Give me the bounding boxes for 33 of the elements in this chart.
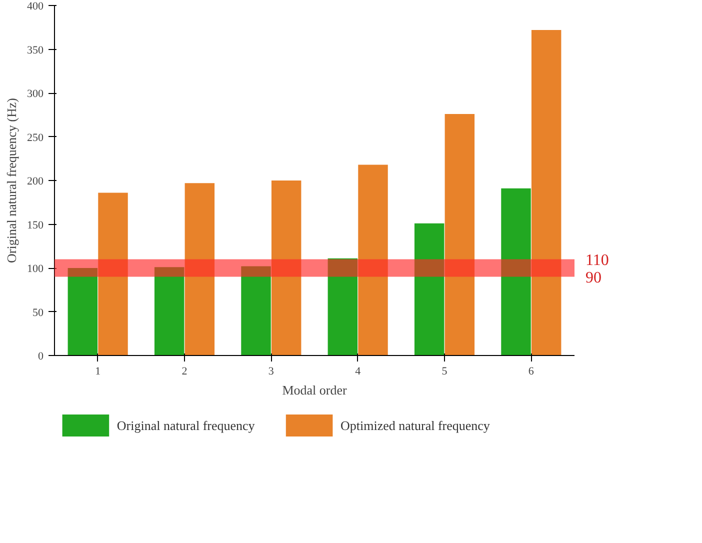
text: 110 <box>586 252 609 269</box>
legend-label: Original natural frequency <box>116 418 256 433</box>
bar <box>154 267 184 356</box>
x-tick-label: 3 <box>268 366 274 378</box>
y-tick-label: 200 <box>27 176 44 188</box>
x-axis-title: Modal order <box>282 382 348 398</box>
y-tick-label: 350 <box>27 44 44 56</box>
bar <box>501 188 531 356</box>
x-tick-label: 1 <box>95 366 101 378</box>
y-tick-label: 300 <box>27 88 44 100</box>
x-tick-label: 4 <box>355 366 362 378</box>
y-axis-title: Original natural frequency (Hz) <box>4 98 19 263</box>
x-tick-label: 5 <box>442 366 448 378</box>
y-tick-label: 250 <box>27 132 44 144</box>
bar <box>271 180 302 356</box>
y-tick-label: 50 <box>32 306 44 319</box>
bar <box>68 268 98 356</box>
bar <box>241 266 271 356</box>
bar <box>444 114 475 356</box>
x-tick-label: 2 <box>182 366 188 378</box>
y-tick-label: 100 <box>27 263 44 275</box>
bar <box>531 30 562 356</box>
y-tick-label: 400 <box>27 0 44 12</box>
bar <box>98 192 128 356</box>
x-tick-label: 6 <box>528 366 534 378</box>
y-tick-label: 150 <box>27 219 44 232</box>
bar <box>358 164 388 356</box>
bar <box>414 223 444 356</box>
y-tick-label: 0 <box>38 350 44 362</box>
text: 90 <box>586 269 602 286</box>
bar <box>184 183 215 356</box>
bar <box>328 258 358 356</box>
legend-label: Optimized natural frequency <box>340 418 490 433</box>
